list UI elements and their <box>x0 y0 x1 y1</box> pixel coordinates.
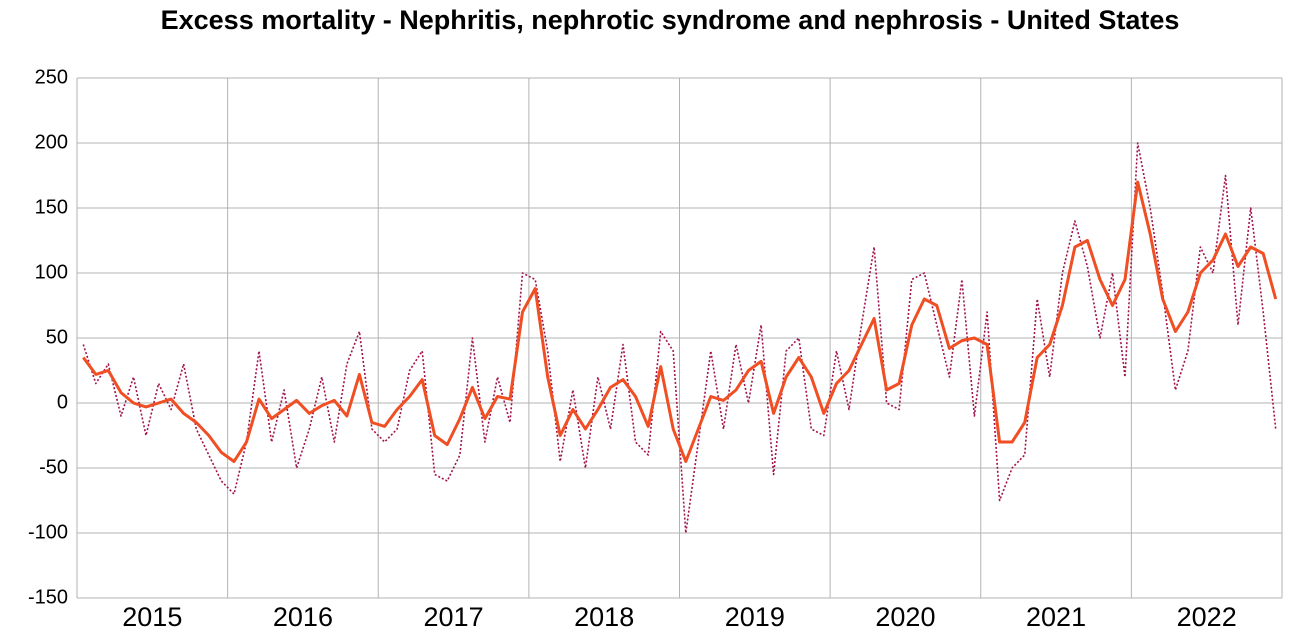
series-line <box>82 180 1278 463</box>
y-tick-label: 0 <box>57 391 68 413</box>
x-tick-label: 2015 <box>122 602 182 632</box>
y-tick-label: -50 <box>39 456 68 478</box>
x-tick-label: 2022 <box>1177 602 1237 632</box>
x-tick-label: 2017 <box>424 602 484 632</box>
y-tick-label: 250 <box>35 66 68 88</box>
y-tick-label: 200 <box>35 131 68 153</box>
y-tick-label: -150 <box>28 586 68 608</box>
y-tick-label: 100 <box>35 261 68 283</box>
y-tick-label: 150 <box>35 196 68 218</box>
x-tick-label: 2021 <box>1026 602 1086 632</box>
y-tick-label: 50 <box>46 326 68 348</box>
x-tick-label: 2019 <box>725 602 785 632</box>
x-tick-label: 2020 <box>875 602 935 632</box>
y-tick-label: -100 <box>28 521 68 543</box>
x-tick-label: 2016 <box>273 602 333 632</box>
x-tick-label: 2018 <box>574 602 634 632</box>
chart-title: Excess mortality - Nephritis, nephrotic … <box>161 5 1180 35</box>
